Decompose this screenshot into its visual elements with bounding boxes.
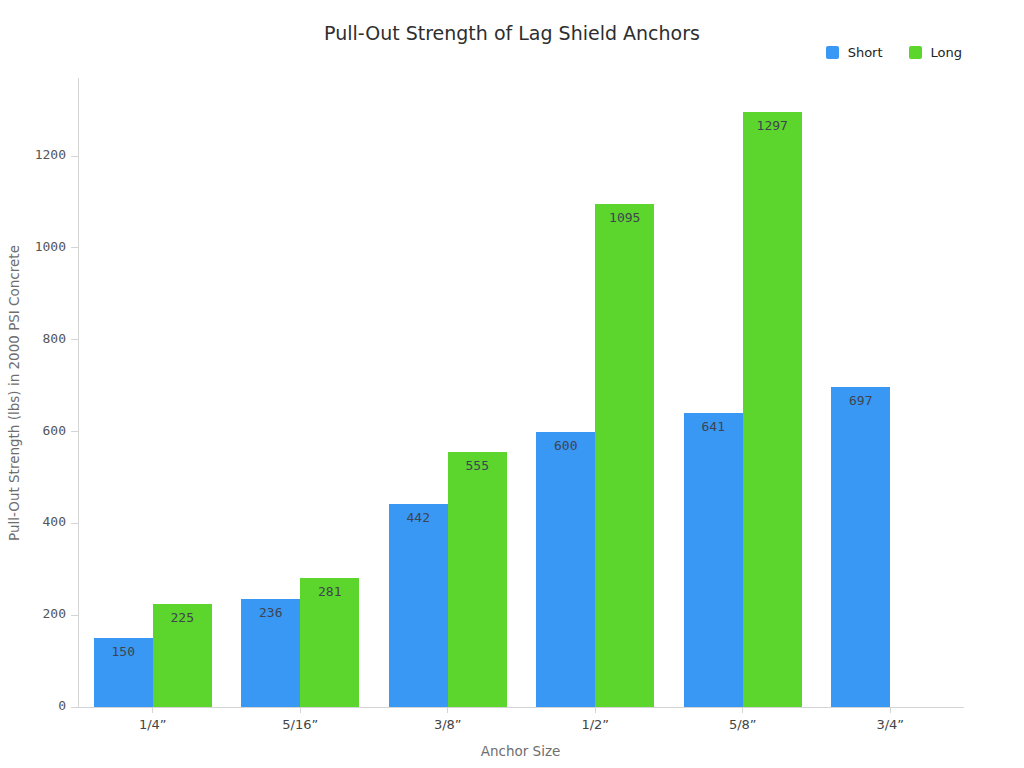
y-tick-mark-1200 [71, 156, 78, 157]
y-tick-label-600: 600 [6, 423, 66, 438]
bar-long-5-8 [743, 112, 802, 707]
x-tick-mark-1-2 [595, 707, 596, 713]
legend-swatch-long [909, 46, 922, 59]
y-tick-mark-800 [71, 339, 78, 340]
bar-short-3-8 [389, 504, 448, 707]
y-tick-mark-1000 [71, 247, 78, 248]
y-tick-mark-0 [71, 707, 78, 708]
x-tick-mark-1-4 [152, 707, 153, 713]
bar-short-5-8 [684, 413, 743, 707]
y-tick-label-200: 200 [6, 606, 66, 621]
y-tick-label-1200: 1200 [6, 147, 66, 162]
x-tick-label-5-8: 5/8” [688, 717, 798, 732]
bar-short-1-4 [94, 638, 153, 707]
legend-label-short: Short [848, 45, 883, 60]
bar-long-3-8 [448, 452, 507, 707]
bar-short-1-2 [536, 432, 595, 707]
x-axis-title: Anchor Size [78, 743, 963, 759]
chart-title: Pull-Out Strength of Lag Shield Anchors [0, 22, 1024, 44]
y-tick-label-0: 0 [6, 698, 66, 713]
x-tick-label-5-16: 5/16” [245, 717, 355, 732]
bar-short-3-4 [831, 387, 890, 707]
y-tick-label-800: 800 [6, 331, 66, 346]
y-tick-label-400: 400 [6, 514, 66, 529]
legend-item-short: Short [826, 45, 883, 60]
x-tick-mark-3-8 [447, 707, 448, 713]
chart-canvas: Pull-Out Strength of Lag Shield Anchors … [0, 0, 1024, 768]
plot-area: 0200400600800100012001/4”1502255/16”2362… [78, 78, 964, 708]
y-tick-mark-600 [71, 431, 78, 432]
bar-long-1-4 [153, 604, 212, 707]
x-tick-label-3-8: 3/8” [393, 717, 503, 732]
y-axis-title-text: Pull-Out Strength (lbs) in 2000 PSI Conc… [6, 245, 22, 541]
x-tick-mark-5-8 [742, 707, 743, 713]
legend-item-long: Long [909, 45, 962, 60]
x-tick-label-3-4: 3/4” [835, 717, 945, 732]
bar-short-5-16 [241, 599, 300, 707]
legend-swatch-short [826, 46, 839, 59]
bar-long-1-2 [595, 204, 654, 707]
y-tick-mark-400 [71, 523, 78, 524]
x-tick-label-1-4: 1/4” [98, 717, 208, 732]
bar-long-5-16 [300, 578, 359, 707]
legend-label-long: Long [931, 45, 962, 60]
x-tick-label-1-2: 1/2” [540, 717, 650, 732]
x-tick-mark-3-4 [890, 707, 891, 713]
legend: Short Long [826, 45, 962, 60]
x-tick-mark-5-16 [300, 707, 301, 713]
y-tick-label-1000: 1000 [6, 239, 66, 254]
y-tick-mark-200 [71, 615, 78, 616]
